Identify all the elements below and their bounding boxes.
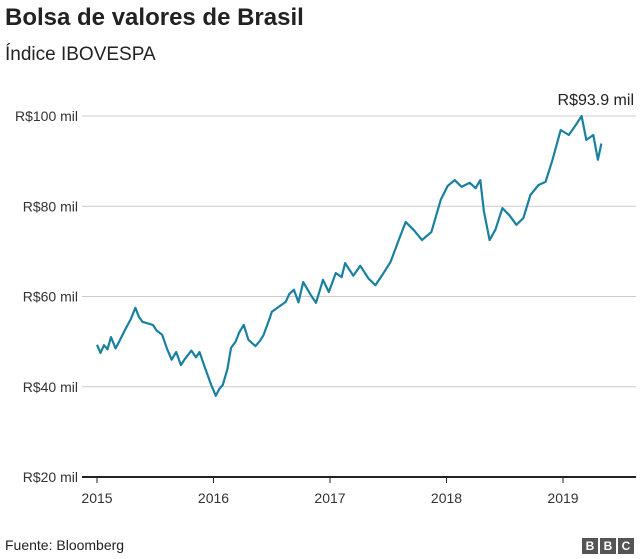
y-tick-label: R$100 mil — [15, 108, 78, 124]
end-value-annotation: R$93.9 mil — [558, 92, 634, 109]
series-line — [95, 114, 603, 397]
x-tick-label: 2017 — [314, 490, 345, 506]
y-tick-label: R$60 mil — [23, 289, 78, 305]
y-tick-label: R$80 mil — [23, 198, 78, 214]
x-tick-label: 2018 — [431, 490, 462, 506]
y-tick-label: R$40 mil — [23, 379, 78, 395]
chart-title: Bolsa de valores de Brasil — [5, 4, 304, 31]
x-tick-label: 2016 — [198, 490, 229, 506]
source-note: Fuente: Bloomberg — [5, 537, 125, 553]
chart-subtitle: Índice IBOVESPA — [5, 44, 156, 65]
x-tick-label: 2015 — [81, 490, 112, 506]
y-tick-label: R$20 mil — [23, 469, 78, 485]
x-tick-label: 2019 — [547, 490, 578, 506]
